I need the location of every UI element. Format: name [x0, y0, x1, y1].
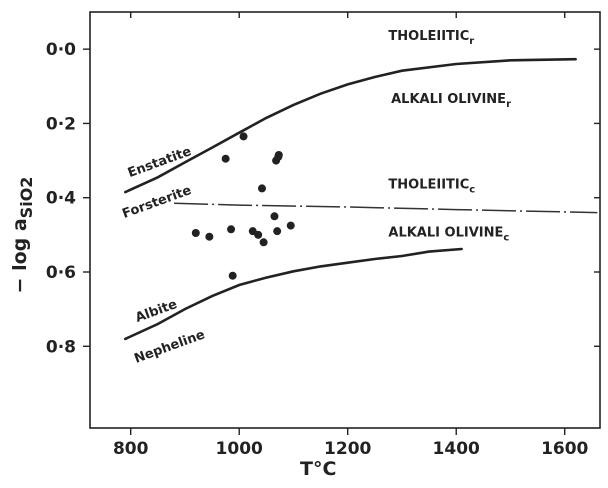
- data-point: [286, 221, 295, 230]
- x-tick-label: 1400: [433, 439, 480, 459]
- x-axis-label: T°C: [300, 458, 336, 480]
- data-point: [221, 154, 230, 163]
- x-tick-label: 1000: [216, 439, 263, 459]
- data-point: [273, 227, 282, 236]
- data-point: [270, 212, 279, 221]
- data-point: [191, 229, 200, 237]
- x-tick-label: 1600: [541, 439, 588, 459]
- critical-dash-dot-line: [174, 202, 598, 214]
- plot-frame: [89, 11, 601, 429]
- y-tick-label: 0·0: [46, 40, 76, 60]
- data-point: [227, 225, 236, 234]
- annotation-tholeiitic_r: THOLEIITICr: [388, 29, 474, 47]
- annotation-albite: Albite: [133, 297, 179, 326]
- x-tick-label: 1200: [324, 439, 371, 459]
- y-tick-label: 0·8: [46, 337, 76, 357]
- y-axis-label: − log aSiO2: [9, 177, 36, 294]
- x-tick-label: 800: [113, 439, 149, 459]
- upper-boundary-curve: [124, 57, 577, 194]
- y-tick-label: 0·2: [46, 114, 76, 134]
- annotation-tholeiitic_c: THOLEIITICc: [388, 177, 475, 195]
- lower-boundary-curve: [124, 247, 463, 341]
- data-point: [205, 232, 214, 241]
- y-axis-label-sub: SiO2: [17, 177, 36, 219]
- annotation-alkali_olivine_r: ALKALI OLIVINEr: [391, 92, 511, 110]
- annotation-alkali_olivine_c: ALKALI OLIVINEc: [388, 226, 509, 244]
- data-point: [254, 230, 263, 239]
- annotation-nepheline: Nepheline: [132, 327, 207, 366]
- ticks: 800 1000 1200 1400 1600 0·0 0·2 0·4 0·6 0·8: [46, 12, 600, 459]
- data-point: [257, 184, 266, 193]
- annotations: THOLEIITICr ALKALI OLIVINEr THOLEIITICc ALK…: [120, 29, 511, 367]
- data-point: [259, 238, 268, 247]
- data-points: [191, 132, 295, 280]
- data-point: [239, 132, 248, 141]
- y-tick-label: 0·4: [46, 189, 76, 209]
- y-axis-label-main: − log a: [9, 218, 31, 293]
- y-tick-label: 0·6: [46, 263, 76, 283]
- data-point: [274, 151, 283, 159]
- curves: [124, 57, 598, 341]
- data-point: [228, 271, 237, 280]
